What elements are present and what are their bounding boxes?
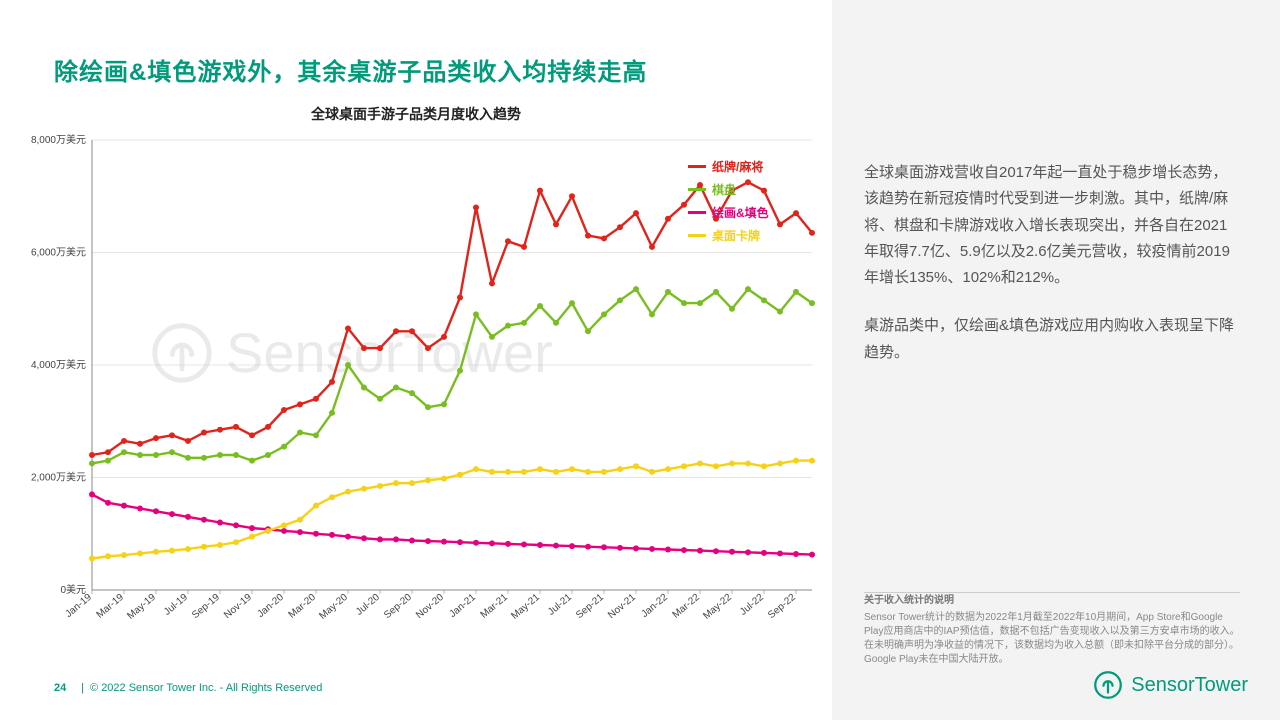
svg-text:Mar-21: Mar-21 xyxy=(479,592,511,621)
copyright: | © 2022 Sensor Tower Inc. - All Rights … xyxy=(78,682,322,694)
disclaimer-title: 关于收入统计的说明 xyxy=(864,594,1240,608)
chart-legend: 纸牌/麻将棋盘绘画&填色桌面卡牌 xyxy=(688,158,769,250)
svg-text:Mar-19: Mar-19 xyxy=(95,592,127,621)
disclaimer: 关于收入统计的说明 Sensor Tower统计的数据为2022年1月截至202… xyxy=(864,594,1240,667)
svg-text:Jan-22: Jan-22 xyxy=(639,592,670,620)
svg-text:May-19: May-19 xyxy=(125,592,158,622)
svg-text:6,000万美元: 6,000万美元 xyxy=(31,246,86,259)
legend-item: 绘画&填色 xyxy=(688,204,769,221)
side-para-2: 桌游品类中，仅绘画&填色游戏应用内购收入表现呈下降趋势。 xyxy=(864,313,1240,366)
svg-text:Jan-21: Jan-21 xyxy=(447,592,478,620)
side-body: 全球桌面游戏营收自2017年起一直处于稳步增长态势，该趋势在新冠疫情时代受到进一… xyxy=(864,160,1240,388)
legend-item: 纸牌/麻将 xyxy=(688,158,769,175)
svg-text:Jan-20: Jan-20 xyxy=(255,592,286,620)
svg-text:Nov-21: Nov-21 xyxy=(606,592,638,621)
svg-text:Jul-22: Jul-22 xyxy=(738,592,766,618)
svg-text:Sep-20: Sep-20 xyxy=(382,592,414,621)
svg-text:Mar-22: Mar-22 xyxy=(671,592,703,621)
svg-text:May-20: May-20 xyxy=(317,592,350,622)
svg-text:Sep-22: Sep-22 xyxy=(766,592,798,621)
svg-text:Nov-19: Nov-19 xyxy=(222,592,254,621)
svg-text:4,000万美元: 4,000万美元 xyxy=(31,358,86,371)
chart-title: 全球桌面手游子品类月度收入趋势 xyxy=(0,104,832,124)
divider xyxy=(864,592,1240,593)
svg-text:Mar-20: Mar-20 xyxy=(287,592,319,621)
main-panel: 除绘画&填色游戏外，其余桌游子品类收入均持续走高 全球桌面手游子品类月度收入趋势… xyxy=(0,0,832,720)
svg-text:Nov-20: Nov-20 xyxy=(414,592,446,621)
side-para-1: 全球桌面游戏营收自2017年起一直处于稳步增长态势，该趋势在新冠疫情时代受到进一… xyxy=(864,160,1240,291)
legend-item: 棋盘 xyxy=(688,181,769,198)
svg-text:2,000万美元: 2,000万美元 xyxy=(31,471,86,484)
disclaimer-body: Sensor Tower统计的数据为2022年1月截至2022年10月期间，Ap… xyxy=(864,611,1240,667)
svg-text:Jul-19: Jul-19 xyxy=(162,592,190,618)
slide-title: 除绘画&填色游戏外，其余桌游子品类收入均持续走高 xyxy=(54,52,647,87)
svg-text:Sep-21: Sep-21 xyxy=(574,592,606,621)
logo: SensorTower xyxy=(1093,670,1248,700)
logo-text: SensorTower xyxy=(1131,674,1248,697)
legend-item: 桌面卡牌 xyxy=(688,227,769,244)
side-panel: 全球桌面游戏营收自2017年起一直处于稳步增长态势，该趋势在新冠疫情时代受到进一… xyxy=(832,0,1280,720)
svg-text:Jul-20: Jul-20 xyxy=(354,592,382,618)
slide: 除绘画&填色游戏外，其余桌游子品类收入均持续走高 全球桌面手游子品类月度收入趋势… xyxy=(0,0,1280,720)
svg-text:0美元: 0美元 xyxy=(60,583,86,596)
svg-text:May-21: May-21 xyxy=(509,592,542,622)
svg-text:Jul-21: Jul-21 xyxy=(546,592,574,618)
svg-text:8,000万美元: 8,000万美元 xyxy=(31,133,86,146)
svg-text:Sep-19: Sep-19 xyxy=(190,592,222,621)
svg-text:May-22: May-22 xyxy=(701,592,734,622)
logo-icon xyxy=(1093,670,1123,700)
page-number: 24 xyxy=(54,682,66,694)
